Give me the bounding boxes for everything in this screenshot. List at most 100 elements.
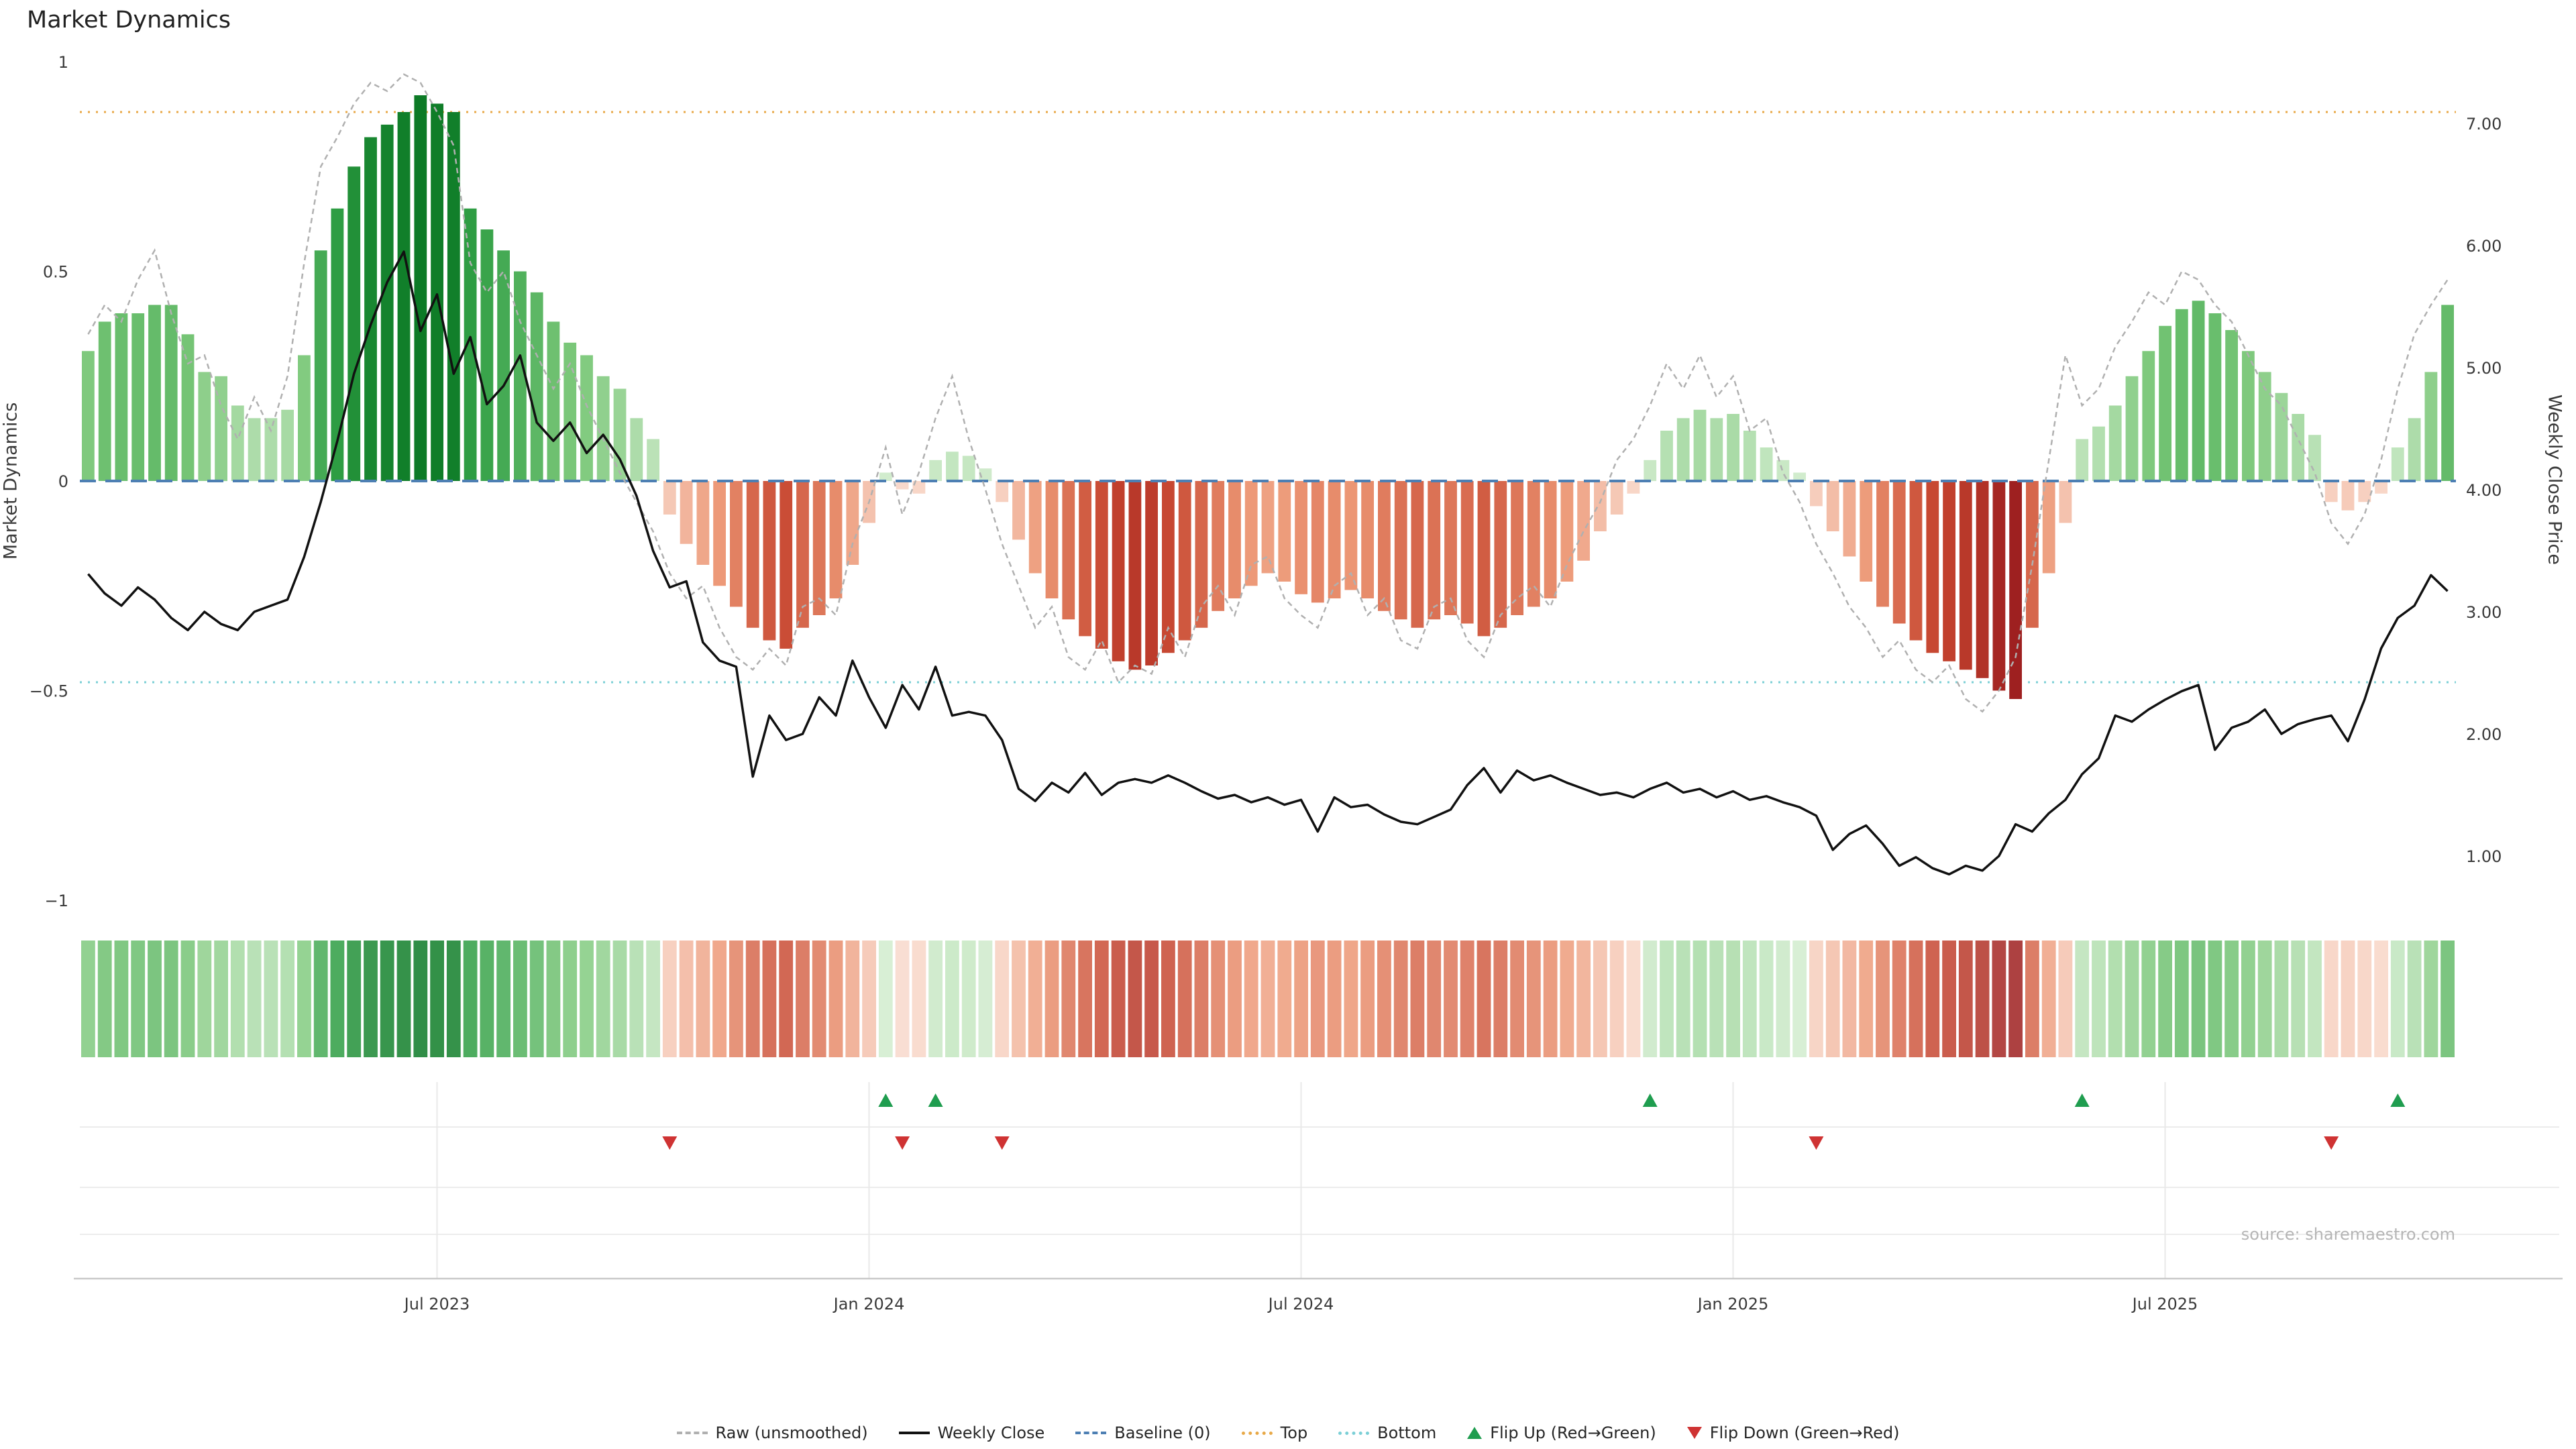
legend: Raw (unsmoothed) Weekly Close Baseline (… bbox=[0, 1424, 2576, 1442]
dynamics-bar bbox=[547, 321, 560, 481]
heatmap-cell bbox=[330, 941, 345, 1057]
right-tick-label: 1.00 bbox=[2466, 847, 2502, 866]
heatmap-cell bbox=[596, 941, 610, 1057]
heatmap-cell bbox=[2174, 941, 2189, 1057]
dynamics-bar bbox=[431, 103, 443, 481]
heatmap-cell bbox=[546, 941, 561, 1057]
heatmap-cell bbox=[2125, 941, 2139, 1057]
heatmap-cell bbox=[164, 941, 178, 1057]
heatmap-cell bbox=[745, 941, 760, 1057]
heatmap-cell bbox=[480, 941, 494, 1057]
heatmap-cell bbox=[2008, 941, 2023, 1057]
heatmap-cell bbox=[1094, 941, 1109, 1057]
dynamics-bar bbox=[181, 334, 195, 482]
heatmap-cell bbox=[995, 941, 1010, 1057]
dynamics-bar bbox=[2242, 351, 2255, 482]
dynamics-bar bbox=[215, 376, 227, 482]
dynamics-bar bbox=[1378, 481, 1391, 611]
dynamics-bar bbox=[2175, 309, 2188, 482]
heatmap-cell bbox=[2424, 941, 2438, 1057]
heatmap-cell bbox=[1809, 941, 1823, 1057]
dynamics-bar bbox=[1278, 481, 1291, 582]
dynamics-bar bbox=[397, 112, 411, 481]
heatmap-cell bbox=[280, 941, 294, 1057]
right-tick-label: 3.00 bbox=[2466, 603, 2502, 622]
heatmap-cell bbox=[1510, 941, 1524, 1057]
dynamics-bar bbox=[1045, 481, 1059, 598]
dynamics-bar bbox=[979, 468, 992, 482]
dynamics-bar bbox=[1676, 418, 1690, 482]
dynamics-bar bbox=[198, 372, 211, 481]
heatmap-cell bbox=[347, 941, 362, 1057]
dynamics-bar bbox=[1810, 481, 1823, 506]
dynamics-bar bbox=[1394, 481, 1407, 620]
heatmap-cell bbox=[114, 941, 129, 1057]
legend-item-raw: Raw (unsmoothed) bbox=[676, 1424, 868, 1442]
source-attribution: source: sharemaestro.com bbox=[2241, 1225, 2455, 1244]
heatmap-cell bbox=[446, 941, 461, 1057]
dynamics-bar bbox=[663, 481, 676, 515]
heatmap-cell bbox=[662, 941, 677, 1057]
heatmap-cell bbox=[1842, 941, 1857, 1057]
heatmap-cell bbox=[1044, 941, 1059, 1057]
dynamics-bar bbox=[1228, 481, 1241, 598]
heatmap-cell bbox=[1444, 941, 1458, 1057]
heatmap-cell bbox=[1709, 941, 1724, 1057]
heatmap-cell bbox=[1958, 941, 1973, 1057]
legend-item-weekly-close: Weekly Close bbox=[898, 1424, 1045, 1442]
heatmap-cell bbox=[1660, 941, 1674, 1057]
dynamics-bar bbox=[2341, 481, 2355, 511]
x-tick-label: Jul 2023 bbox=[403, 1295, 470, 1313]
heatmap-cell bbox=[612, 941, 627, 1057]
dynamics-bar bbox=[331, 208, 344, 482]
dynamics-bar bbox=[564, 342, 577, 482]
dynamics-bar bbox=[115, 313, 128, 481]
dynamics-bar bbox=[1311, 481, 1324, 603]
heatmap-cell bbox=[1876, 941, 1890, 1057]
heatmap-cell bbox=[1975, 941, 1990, 1057]
heatmap-cell bbox=[1277, 941, 1292, 1057]
dynamics-bar bbox=[1460, 481, 1474, 624]
dynamics-bar bbox=[1444, 481, 1457, 615]
heatmap-cell bbox=[845, 941, 860, 1057]
heatmap-cell bbox=[2274, 941, 2289, 1057]
heatmap-cell bbox=[1410, 941, 1425, 1057]
dynamics-bar bbox=[713, 481, 726, 586]
heatmap-cell bbox=[1942, 941, 1956, 1057]
legend-label: Weekly Close bbox=[937, 1424, 1045, 1442]
heatmap-cell bbox=[430, 941, 444, 1057]
heatmap-cell bbox=[1327, 941, 1342, 1057]
heatmap-cell bbox=[1194, 941, 1209, 1057]
heatmap-cell bbox=[1925, 941, 1940, 1057]
heatmap-cell bbox=[1078, 941, 1092, 1057]
heatmap-cell bbox=[796, 941, 810, 1057]
dynamics-bar bbox=[1926, 481, 1939, 653]
heatmap-cell bbox=[396, 941, 411, 1057]
heatmap-cell bbox=[2407, 941, 2422, 1057]
heatmap-cell bbox=[230, 941, 245, 1057]
heatmap-cell bbox=[1726, 941, 1740, 1057]
dynamics-bar bbox=[1544, 481, 1557, 598]
heatmap-cell bbox=[148, 941, 162, 1057]
dynamics-bar bbox=[1527, 481, 1540, 607]
heatmap-cell bbox=[1776, 941, 1790, 1057]
dynamics-bar bbox=[1992, 481, 2006, 691]
dynamics-bar bbox=[846, 481, 859, 565]
dynamics-bar bbox=[1261, 481, 1275, 574]
dynamics-bar bbox=[2441, 305, 2454, 481]
right-tick-label: 4.00 bbox=[2466, 481, 2502, 500]
dynamics-bar bbox=[1843, 481, 1856, 557]
left-tick-label: 0.5 bbox=[43, 263, 68, 282]
dynamics-bar bbox=[996, 481, 1009, 502]
legend-label: Raw (unsmoothed) bbox=[715, 1424, 868, 1442]
heatmap-cell bbox=[1344, 941, 1358, 1057]
heatmap-cell bbox=[2041, 941, 2056, 1057]
heatmap-cell bbox=[2092, 941, 2106, 1057]
dynamics-bar bbox=[131, 313, 145, 481]
dynamics-bar bbox=[1195, 481, 1208, 628]
dynamics-bar bbox=[896, 481, 909, 490]
dynamics-bar bbox=[231, 405, 244, 481]
dynamics-bar bbox=[2391, 447, 2404, 481]
heatmap-cell bbox=[1211, 941, 1226, 1057]
